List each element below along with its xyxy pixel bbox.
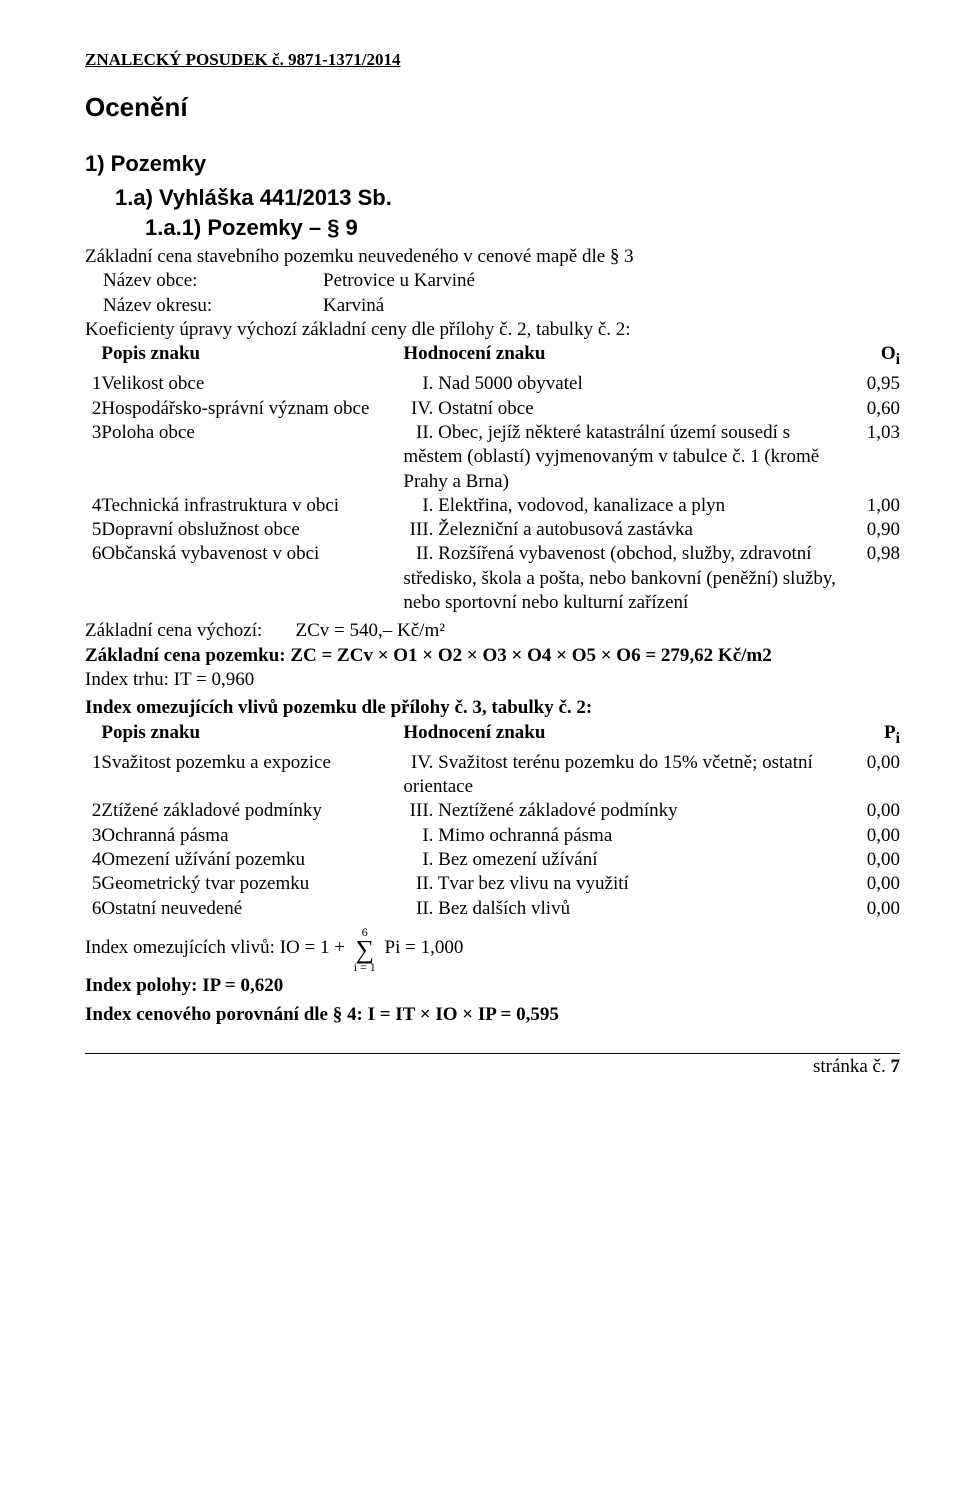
row-idx: 3 [85,421,101,494]
row-rate: I. Elektřina, vodovod, kanalizace a plyn [403,494,843,518]
table-o: Popis znaku Hodnocení znaku Oi 1Velikost… [85,342,900,615]
row-rate: II. Rozšířená vybavenost (obchod, služby… [403,542,843,615]
row-rate: III. Neztížené základové podmínky [403,799,843,823]
th-hodn: Hodnocení znaku [403,342,843,372]
row-desc: Svažitost pozemku a expozice [101,751,403,800]
zc-pozemku: Základní cena pozemku: ZC = ZCv × O1 × O… [85,644,900,668]
table-row: 2Ztížené základové podmínkyIII. Neztížen… [85,799,900,823]
obec-label: Název obce: [103,269,323,293]
row-val: 1,00 [844,494,900,518]
obec-value: Petrovice u Karviné [323,269,475,293]
row-val: 0,00 [844,897,900,921]
row-val: 0,00 [844,751,900,800]
table-p: Popis znaku Hodnocení znaku Pi 1Svažitos… [85,721,900,921]
row-val: 0,00 [844,824,900,848]
heading-sub: 1.a) Vyhláška 441/2013 Sb. [115,185,900,211]
row-rate: I. Bez omezení užívání [403,848,843,872]
row-idx: 2 [85,799,101,823]
table-row: 4Technická infrastruktura v obciI. Elekt… [85,494,900,518]
table-row: 3Ochranná pásmaI. Mimo ochranná pásma0,0… [85,824,900,848]
row-desc: Hospodářsko-správní význam obce [101,397,403,421]
table-row: 5Dopravní obslužnost obceIII. Železniční… [85,518,900,542]
table-row: 1Svažitost pozemku a expoziceIV. Svažito… [85,751,900,800]
row-rate: III. Železniční a autobusová zastávka [403,518,843,542]
th-hodn-p: Hodnocení znaku [403,721,843,751]
th-popis: Popis znaku [101,342,403,372]
table-row: 4Omezení užívání pozemkuI. Bez omezení u… [85,848,900,872]
footer-label: stránka č. [813,1056,886,1078]
row-desc: Technická infrastruktura v obci [101,494,403,518]
zc-vychod-val: ZCv = 540,– Kč/m² [296,620,445,641]
table-row: 3Poloha obceII. Obec, jejíž některé kata… [85,421,900,494]
table-row: 1Velikost obceI. Nad 5000 obyvatel0,95 [85,372,900,396]
row-idx: 1 [85,751,101,800]
th-popis-p: Popis znaku [101,721,403,751]
row-desc: Omezení užívání pozemku [101,848,403,872]
row-val: 0,90 [844,518,900,542]
omez-title: Index omezujících vlivů pozemku dle příl… [85,696,900,720]
row-idx: 4 [85,848,101,872]
row-desc: Velikost obce [101,372,403,396]
heading-ocen: Ocenění [85,92,900,123]
table-row: 5Geometrický tvar pozemkuII. Tvar bez vl… [85,872,900,896]
row-val: 0,60 [844,397,900,421]
row-rate: IV. Ostatní obce [403,397,843,421]
row-idx: 1 [85,372,101,396]
row-val: 0,00 [844,799,900,823]
row-desc: Dopravní obslužnost obce [101,518,403,542]
row-idx: 6 [85,542,101,615]
heading-section: 1) Pozemky [85,151,900,177]
row-rate: I. Nad 5000 obyvatel [403,372,843,396]
row-rate: II. Obec, jejíž některé katastrální územ… [403,421,843,494]
row-val: 0,00 [844,848,900,872]
heading-sub2: 1.a.1) Pozemky – § 9 [145,215,900,241]
row-rate: I. Mimo ochranná pásma [403,824,843,848]
table-row: 6Ostatní neuvedenéII. Bez dalších vlivů0… [85,897,900,921]
row-val: 0,98 [844,542,900,615]
row-desc: Poloha obce [101,421,403,494]
row-val: 0,95 [844,372,900,396]
row-rate: II. Bez dalších vlivů [403,897,843,921]
doc-header: ZNALECKÝ POSUDEK č. 9871-1371/2014 [85,50,900,70]
zc-vychod-label: Základní cena výchozí: [85,620,262,641]
intro-line: Základní cena stavebního pozemku neuvede… [85,245,900,269]
row-idx: 3 [85,824,101,848]
row-rate: II. Tvar bez vlivu na využití [403,872,843,896]
row-idx: 6 [85,897,101,921]
io-formula: Index omezujících vlivů: IO = 1 + 6∑i = … [85,925,900,972]
th-pi: Pi [844,721,900,751]
row-idx: 4 [85,494,101,518]
th-oi: Oi [844,342,900,372]
row-idx: 5 [85,872,101,896]
okres-label: Název okresu: [103,294,323,318]
table-row: 2Hospodářsko-správní význam obceIV. Osta… [85,397,900,421]
index-trhu: Index trhu: IT = 0,960 [85,668,900,692]
row-idx: 5 [85,518,101,542]
row-idx: 2 [85,397,101,421]
row-rate: IV. Svažitost terénu pozemku do 15% včet… [403,751,843,800]
index-final: Index cenového porovnání dle § 4: I = IT… [85,1003,900,1027]
index-polohy: Index polohy: IP = 0,620 [85,974,900,998]
row-val: 1,03 [844,421,900,494]
row-desc: Geometrický tvar pozemku [101,872,403,896]
table-row: 6Občanská vybavenost v obciII. Rozšířená… [85,542,900,615]
row-desc: Ochranná pásma [101,824,403,848]
koef-line: Koeficienty úpravy výchozí základní ceny… [85,318,900,342]
row-desc: Ztížené základové podmínky [101,799,403,823]
okres-value: Karviná [323,294,384,318]
row-desc: Občanská vybavenost v obci [101,542,403,615]
footer-page: 7 [891,1056,901,1078]
row-val: 0,00 [844,872,900,896]
row-desc: Ostatní neuvedené [101,897,403,921]
